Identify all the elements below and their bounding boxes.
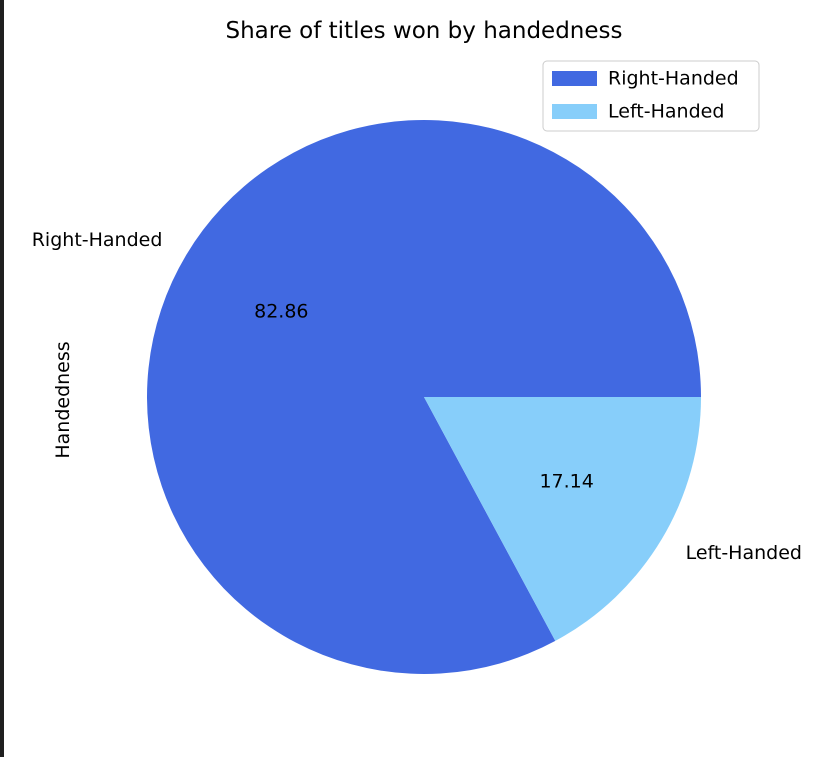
pie-percent-labels: 82.86 17.14 [254, 300, 594, 492]
pie-slice-right-handed [146, 120, 701, 675]
pie-slice-labels: Right-Handed Left-Handed [32, 229, 802, 564]
legend-swatch-right-handed [552, 71, 597, 86]
legend-label-right-handed: Right-Handed [608, 68, 739, 90]
pie-slices [146, 120, 701, 675]
pie-slice-left-handed [424, 397, 701, 641]
pie-percent-right-handed: 82.86 [254, 300, 308, 322]
legend: Right-Handed Left-Handed [542, 60, 760, 132]
pie-chart: Share of titles won by handedness Handed… [32, 18, 802, 675]
chart-title: Share of titles won by handedness [225, 18, 622, 44]
legend-swatch-left-handed [552, 104, 597, 119]
y-axis-label: Handedness [52, 341, 74, 458]
pie-percent-left-handed: 17.14 [539, 471, 593, 493]
legend-label-left-handed: Left-Handed [608, 101, 724, 123]
chart-figure: Share of titles won by handedness Handed… [4, 0, 825, 757]
pie-label-right-handed: Right-Handed [32, 229, 163, 251]
pie-label-left-handed: Left-Handed [686, 542, 802, 564]
